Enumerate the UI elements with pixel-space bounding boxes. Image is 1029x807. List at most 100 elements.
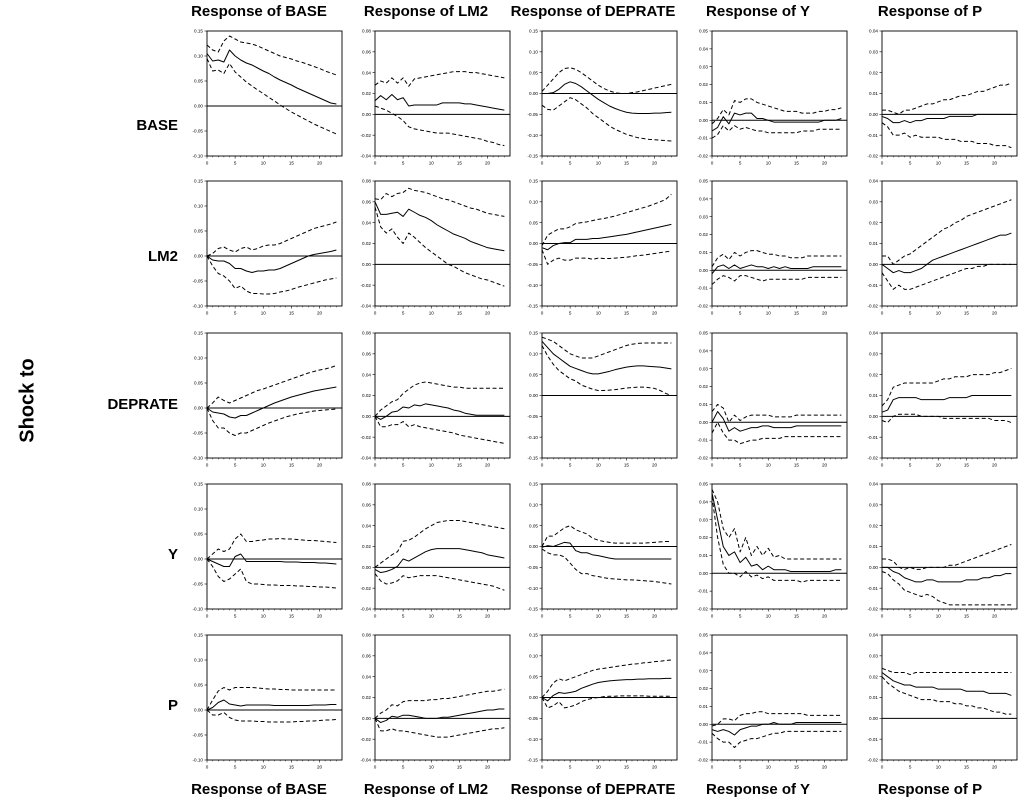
x-tick-label: 15 bbox=[457, 161, 463, 166]
upper-band-line bbox=[541, 659, 672, 698]
panel-frame bbox=[711, 30, 848, 157]
panel-deprate-to-y: -0.02 -0.01 0.00 0.01 0.02 0.03 0.04 0.05 0 5 10 15… bbox=[698, 331, 848, 468]
x-tick-label: 10 bbox=[596, 311, 602, 316]
y-tick-label: -0.02 bbox=[361, 133, 372, 138]
row-label-deprate: DEPRATE bbox=[107, 396, 178, 413]
y-tick-label: 0.05 bbox=[194, 79, 203, 84]
x-tick-label: 20 bbox=[485, 463, 491, 468]
y-tick-label: -0.10 bbox=[193, 154, 204, 159]
y-tick-label: 0.00 bbox=[529, 544, 538, 549]
y-tick-label: 0.05 bbox=[194, 532, 203, 537]
lower-band-line bbox=[711, 275, 842, 285]
upper-band-line bbox=[374, 187, 505, 217]
y-tick-label: 0.10 bbox=[529, 351, 538, 356]
y-tick-label: 0.15 bbox=[529, 633, 538, 638]
x-tick-label: 0 bbox=[541, 614, 544, 619]
y-tick-label: -0.01 bbox=[868, 133, 879, 138]
x-tick-label: 15 bbox=[624, 463, 630, 468]
x-tick-label: 0 bbox=[711, 311, 714, 316]
lower-band-line bbox=[374, 573, 505, 591]
upper-band-line bbox=[881, 667, 1012, 676]
y-tick-label: -0.02 bbox=[698, 758, 709, 763]
lower-band-line bbox=[711, 125, 842, 139]
y-tick-label: 0.15 bbox=[529, 331, 538, 336]
upper-band-line bbox=[206, 221, 337, 257]
x-tick-label: 10 bbox=[936, 311, 942, 316]
y-tick-label: -0.05 bbox=[528, 414, 539, 419]
y-tick-label: 0.05 bbox=[699, 179, 708, 184]
x-tick-label: 0 bbox=[374, 161, 377, 166]
y-tick-label: 0.03 bbox=[699, 668, 708, 673]
y-tick-label: -0.05 bbox=[528, 716, 539, 721]
x-tick-label: 20 bbox=[822, 614, 828, 619]
x-tick-label: 5 bbox=[739, 311, 742, 316]
y-tick-label: -0.01 bbox=[698, 136, 709, 141]
x-tick-label: 20 bbox=[822, 311, 828, 316]
impulse-response-line bbox=[881, 672, 1012, 696]
x-tick-label: 10 bbox=[936, 161, 942, 166]
y-tick-label: 0.06 bbox=[362, 653, 371, 658]
panel-y-to-y: -0.02 -0.01 0.00 0.01 0.02 0.03 0.04 0.05 0 5 10 15… bbox=[698, 482, 848, 619]
x-tick-label: 10 bbox=[429, 614, 435, 619]
x-tick-label: 20 bbox=[317, 765, 323, 770]
x-tick-label: 0 bbox=[711, 161, 714, 166]
x-tick-label: 20 bbox=[992, 161, 998, 166]
y-tick-label: 0.02 bbox=[362, 91, 371, 96]
panel-frame bbox=[881, 180, 1018, 307]
y-tick-label: 0.00 bbox=[194, 557, 203, 562]
y-tick-label: 0.05 bbox=[529, 70, 538, 75]
y-tick-label: 0.15 bbox=[194, 633, 203, 638]
y-tick-label: 0.04 bbox=[869, 29, 878, 34]
y-tick-label: -0.10 bbox=[193, 304, 204, 309]
upper-band-line bbox=[541, 525, 672, 547]
x-tick-label: 10 bbox=[766, 614, 772, 619]
y-tick-label: 0.00 bbox=[529, 695, 538, 700]
x-tick-label: 15 bbox=[457, 614, 463, 619]
impulse-response-line bbox=[711, 112, 842, 132]
y-tick-label: 0.00 bbox=[362, 565, 371, 570]
panel-frame bbox=[881, 634, 1018, 761]
upper-band-line bbox=[374, 381, 505, 417]
x-tick-label: 5 bbox=[234, 161, 237, 166]
y-tick-label: 0.15 bbox=[529, 482, 538, 487]
y-tick-label: 0.00 bbox=[194, 104, 203, 109]
impulse-response-line bbox=[711, 722, 842, 736]
x-tick-label: 20 bbox=[317, 161, 323, 166]
x-tick-label: 0 bbox=[374, 463, 377, 468]
panel-p-to-base: -0.10 -0.05 0.00 0.05 0.10 0.15 0 5 10 15 20 bbox=[193, 633, 343, 770]
x-tick-label: 0 bbox=[541, 161, 544, 166]
y-tick-label: 0.06 bbox=[362, 199, 371, 204]
x-tick-label: 20 bbox=[485, 311, 491, 316]
y-tick-label: 0.01 bbox=[869, 695, 878, 700]
x-tick-label: 20 bbox=[652, 161, 658, 166]
y-tick-label: 0.01 bbox=[869, 241, 878, 246]
column-title-top-y: Response of Y bbox=[706, 3, 810, 20]
x-tick-label: 5 bbox=[402, 614, 405, 619]
x-tick-label: 15 bbox=[289, 614, 295, 619]
y-tick-label: -0.02 bbox=[361, 283, 372, 288]
x-tick-label: 0 bbox=[881, 311, 884, 316]
y-tick-label: 0.02 bbox=[699, 535, 708, 540]
row-label-p: P bbox=[167, 697, 178, 714]
y-tick-label: 0.08 bbox=[362, 29, 371, 34]
x-tick-label: 5 bbox=[569, 614, 572, 619]
y-tick-label: 0.00 bbox=[194, 406, 203, 411]
y-tick-label: 0.04 bbox=[699, 196, 708, 201]
lower-band-line bbox=[374, 206, 505, 287]
y-tick-label: 0.00 bbox=[529, 393, 538, 398]
y-tick-label: 0.03 bbox=[869, 351, 878, 356]
y-tick-label: -0.10 bbox=[193, 456, 204, 461]
y-tick-label: 0.05 bbox=[699, 482, 708, 487]
y-tick-label: 0.08 bbox=[362, 482, 371, 487]
y-tick-label: 0.15 bbox=[194, 482, 203, 487]
x-tick-label: 20 bbox=[317, 614, 323, 619]
x-tick-label: 15 bbox=[794, 614, 800, 619]
lower-band-line bbox=[206, 255, 337, 295]
y-tick-label: 0.03 bbox=[869, 199, 878, 204]
x-tick-label: 5 bbox=[234, 765, 237, 770]
y-tick-label: -0.10 bbox=[193, 607, 204, 612]
panel-y-to-deprate: -0.15 -0.10 -0.05 0.00 0.05 0.10 0.15 0 5 10 15 20 bbox=[528, 482, 678, 619]
x-tick-label: 0 bbox=[374, 311, 377, 316]
y-tick-label: 0.05 bbox=[529, 674, 538, 679]
panel-frame bbox=[711, 634, 848, 761]
